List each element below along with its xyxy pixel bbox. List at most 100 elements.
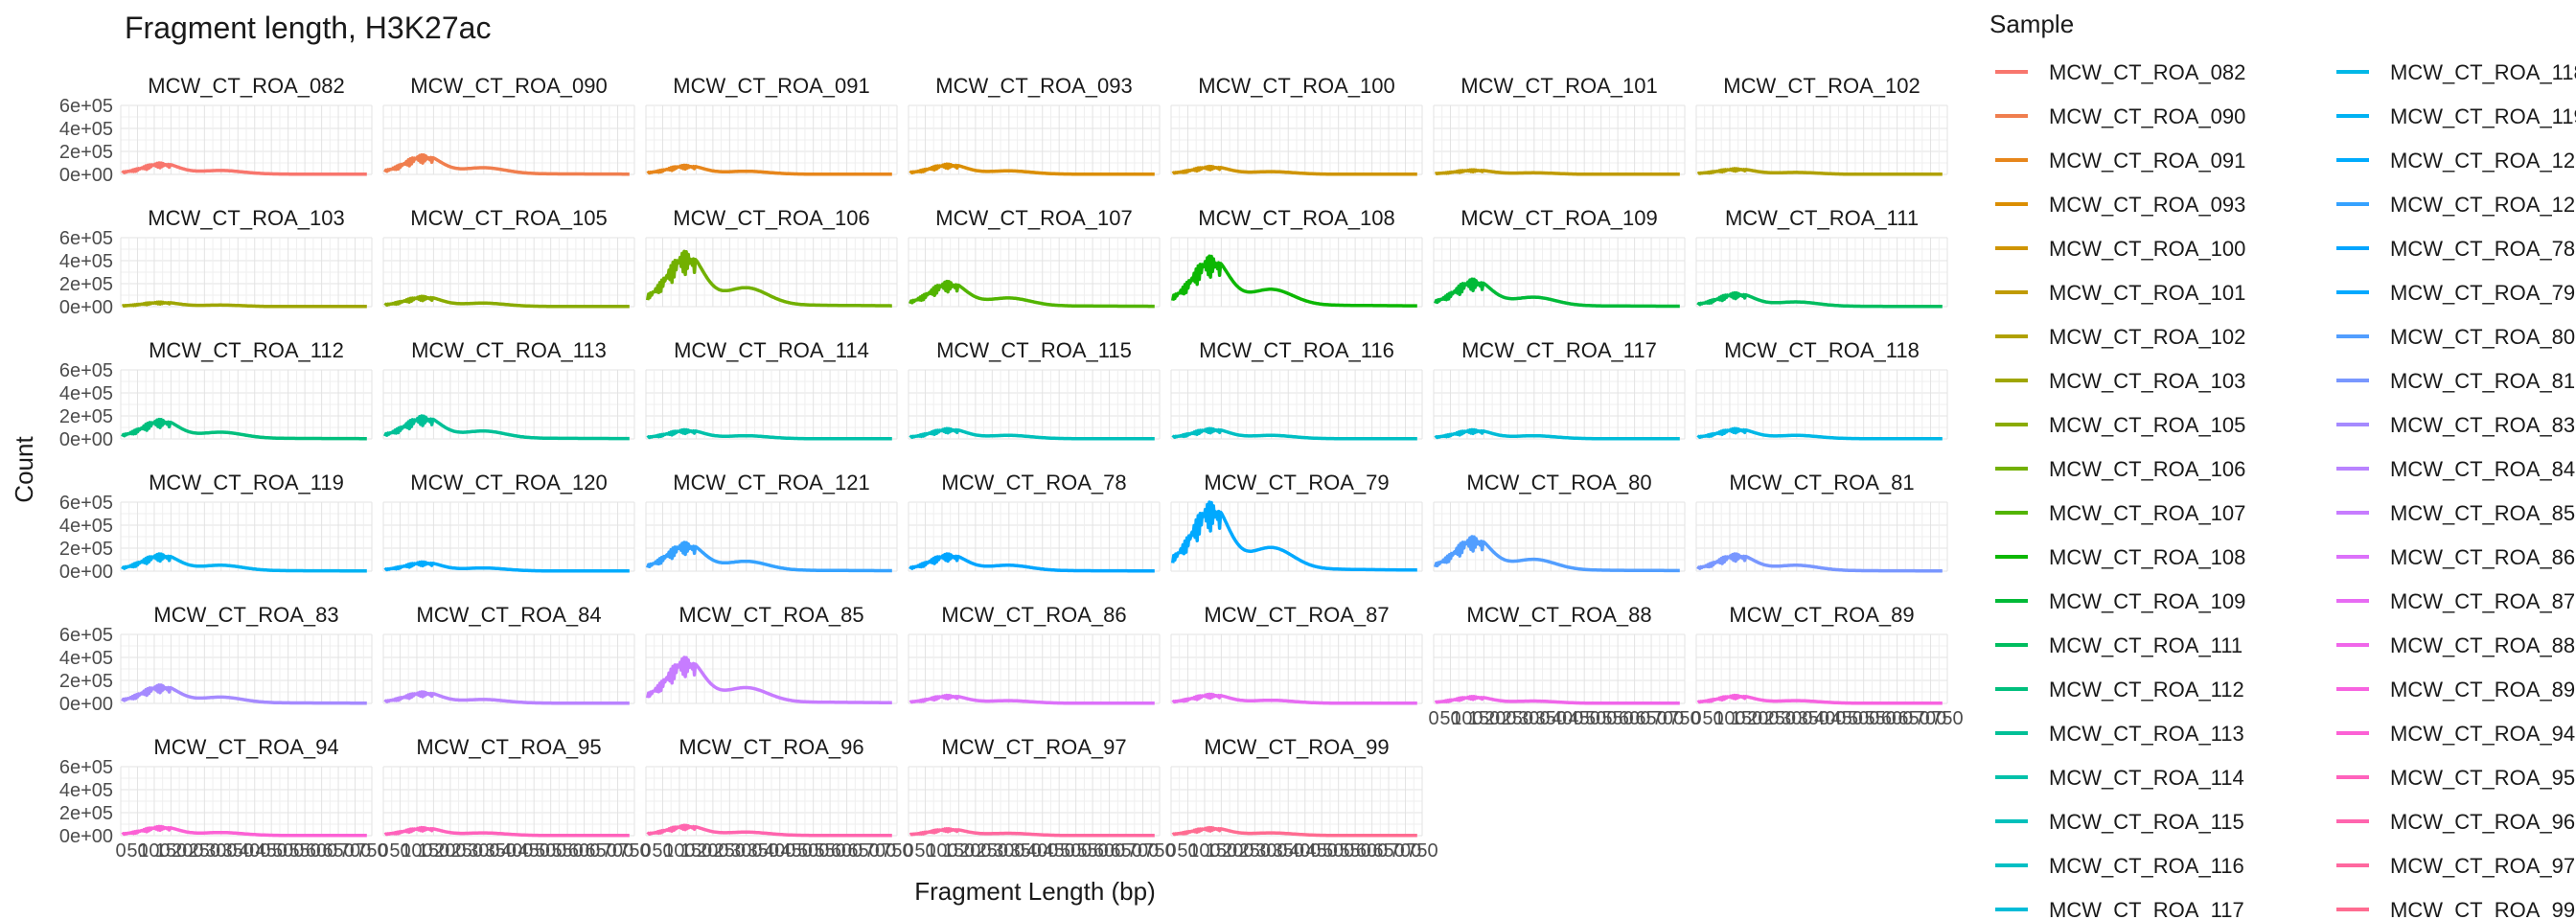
legend-label: MCW_CT_ROA_95 xyxy=(2390,766,2575,790)
legend-label: MCW_CT_ROA_114 xyxy=(2049,766,2244,790)
facet-strip-label: MCW_CT_ROA_090 xyxy=(410,74,607,98)
x-tick-label: 400 xyxy=(501,840,533,862)
facet-panel xyxy=(908,369,1161,440)
y-tick-label: 0e+00 xyxy=(59,826,113,847)
legend-item: MCW_CT_ROA_111 xyxy=(1995,633,2242,657)
x-tick-label: 200 xyxy=(1747,708,1779,729)
legend-item: MCW_CT_ROA_114 xyxy=(1995,766,2244,790)
legend-item: MCW_CT_ROA_81 xyxy=(2336,369,2575,393)
series-line xyxy=(646,540,893,573)
legend-label: MCW_CT_ROA_81 xyxy=(2390,369,2575,393)
x-tick-label: 350 xyxy=(1798,708,1829,729)
facet-panel xyxy=(1433,237,1686,308)
facet-strip-label: MCW_CT_ROA_106 xyxy=(673,206,869,230)
facet-panel xyxy=(645,369,898,440)
x-tick-label: 700 xyxy=(1652,708,1684,729)
x-tick-label: 150 xyxy=(418,840,449,862)
x-tick-label: 200 xyxy=(959,840,991,862)
facet-panel xyxy=(908,633,1161,704)
y-tick-label: 2e+05 xyxy=(59,406,113,427)
legend-label: MCW_CT_ROA_111 xyxy=(2049,633,2242,657)
x-tick-label: 50 xyxy=(652,840,673,862)
facet-strip-label: MCW_CT_ROA_85 xyxy=(678,603,863,627)
x-tick-label: 150 xyxy=(680,840,712,862)
x-tick-label: 150 xyxy=(1206,840,1237,862)
legend-label: MCW_CT_ROA_86 xyxy=(2390,545,2575,569)
x-tick-label: 150 xyxy=(1468,708,1500,729)
x-tick-label: 750 xyxy=(1143,840,1175,862)
legend-label: MCW_CT_ROA_96 xyxy=(2390,810,2575,834)
x-axis-label: Fragment Length (bp) xyxy=(914,877,1155,906)
x-tick-label: 0 xyxy=(378,840,388,862)
x-tick-label: 450 xyxy=(1569,708,1600,729)
legend-item: MCW_CT_ROA_121 xyxy=(2336,193,2576,217)
x-tick-label: 0 xyxy=(1165,840,1176,862)
series-line xyxy=(383,414,631,441)
legend-label: MCW_CT_ROA_80 xyxy=(2390,325,2575,349)
facet-panel xyxy=(908,766,1161,837)
legend-label: MCW_CT_ROA_117 xyxy=(2049,898,2244,920)
facet-strip-label: MCW_CT_ROA_86 xyxy=(941,603,1126,627)
x-tick-label: 250 xyxy=(714,840,746,862)
facet-strip-label: MCW_CT_ROA_79 xyxy=(1204,471,1389,494)
series-line xyxy=(1434,427,1681,441)
series-line xyxy=(908,426,1156,441)
x-tick-label: 450 xyxy=(781,840,813,862)
y-tick-label: 6e+05 xyxy=(59,96,113,117)
y-tick-label: 2e+05 xyxy=(59,274,113,295)
legend-label: MCW_CT_ROA_84 xyxy=(2390,457,2575,481)
series-line xyxy=(1171,426,1418,441)
series-line xyxy=(908,279,1156,309)
series-line xyxy=(121,161,368,176)
y-tick-label: 6e+05 xyxy=(59,493,113,514)
legend-item: MCW_CT_ROA_78 xyxy=(2336,237,2575,261)
facet-strip-label: MCW_CT_ROA_117 xyxy=(1461,338,1657,362)
legend-item: MCW_CT_ROA_94 xyxy=(2336,722,2575,746)
legend-label: MCW_CT_ROA_109 xyxy=(2049,589,2245,613)
facet-strip-label: MCW_CT_ROA_99 xyxy=(1204,735,1389,759)
legend-label: MCW_CT_ROA_103 xyxy=(2049,369,2245,393)
x-tick-label: 750 xyxy=(1931,708,1963,729)
legend-item: MCW_CT_ROA_119 xyxy=(2336,104,2576,128)
facet-strip-label: MCW_CT_ROA_118 xyxy=(1724,338,1920,362)
x-tick-label: 300 xyxy=(1518,708,1550,729)
facet-strip-label: MCW_CT_ROA_94 xyxy=(153,735,338,759)
legend-label: MCW_CT_ROA_83 xyxy=(2390,413,2575,437)
facet-panel xyxy=(120,633,373,704)
x-tick-label: 700 xyxy=(864,840,896,862)
x-tick-label: 0 xyxy=(903,840,913,862)
facet-strip-label: MCW_CT_ROA_121 xyxy=(673,471,869,494)
series-line xyxy=(383,294,631,309)
legend-item: MCW_CT_ROA_109 xyxy=(1995,589,2245,613)
facet-panel xyxy=(1170,633,1423,704)
x-tick-label: 600 xyxy=(1093,840,1125,862)
x-tick-label: 300 xyxy=(1781,708,1812,729)
legend-item: MCW_CT_ROA_99 xyxy=(2336,898,2575,920)
legend-label: MCW_CT_ROA_121 xyxy=(2390,193,2576,217)
facet-panel xyxy=(382,369,635,440)
legend-label: MCW_CT_ROA_091 xyxy=(2049,149,2245,172)
x-tick-label: 700 xyxy=(1915,708,1946,729)
x-tick-label: 50 xyxy=(1177,840,1198,862)
x-tick-label: 200 xyxy=(172,840,203,862)
series-line xyxy=(1696,552,1944,573)
x-tick-label: 300 xyxy=(993,840,1024,862)
legend-label: MCW_CT_ROA_105 xyxy=(2049,413,2245,437)
x-tick-label: 650 xyxy=(585,840,616,862)
x-tick-label: 50 xyxy=(1702,708,1723,729)
facet-panel xyxy=(1695,633,1948,704)
x-tick-label: 650 xyxy=(1110,840,1141,862)
series-line xyxy=(1170,254,1418,308)
x-tick-label: 400 xyxy=(1552,708,1583,729)
facet-strip-label: MCW_CT_ROA_105 xyxy=(410,206,607,230)
x-tick-label: 250 xyxy=(189,840,220,862)
legend-item: MCW_CT_ROA_88 xyxy=(2336,633,2575,657)
x-tick-label: 0 xyxy=(115,840,126,862)
facet-panel xyxy=(382,104,635,175)
series-line xyxy=(121,552,368,573)
x-tick-label: 300 xyxy=(1255,840,1287,862)
x-tick-label: 500 xyxy=(535,840,566,862)
facet-panel xyxy=(908,104,1161,175)
legend-item: MCW_CT_ROA_84 xyxy=(2336,457,2575,481)
legend-label: MCW_CT_ROA_119 xyxy=(2390,104,2576,128)
